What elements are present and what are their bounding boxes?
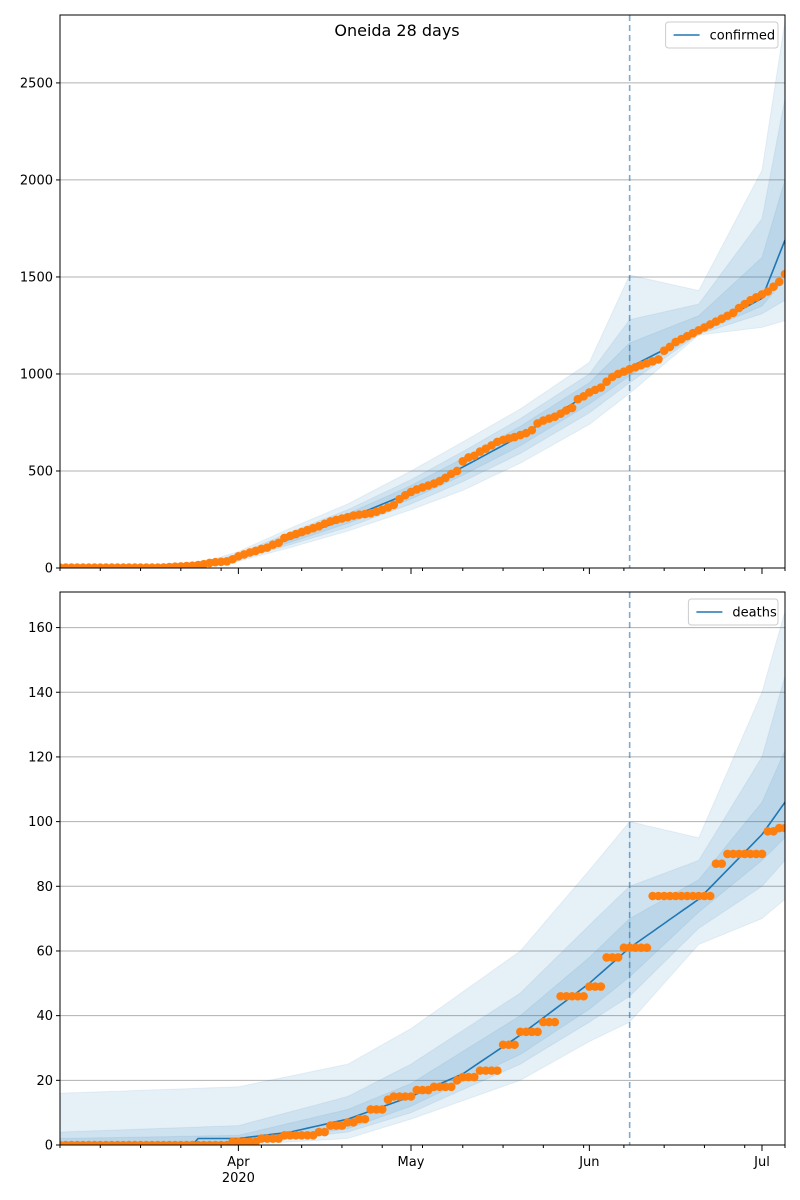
data-point: [550, 1017, 560, 1027]
data-point: [510, 1040, 519, 1050]
data-point: [769, 282, 778, 291]
data-point: [377, 1105, 387, 1114]
data-point: [533, 1027, 542, 1037]
y-tick-label: 40: [36, 1009, 53, 1024]
x-tick-label: Jul: [753, 1155, 770, 1170]
y-tick-label: 500: [28, 464, 53, 479]
legend: deaths: [687, 598, 779, 626]
y-tick-label: 120: [28, 750, 53, 765]
data-point: [389, 500, 399, 510]
data-point: [665, 342, 675, 352]
y-tick-label: 0: [45, 1139, 53, 1154]
y-tick-label: 140: [28, 686, 53, 701]
data-point: [774, 277, 784, 287]
data-point: [642, 943, 652, 953]
x-tick-label: Jun: [578, 1155, 599, 1170]
y-tick-label: 160: [28, 621, 53, 636]
y-tick-label: 60: [36, 944, 53, 959]
data-point: [728, 308, 738, 318]
data-point: [579, 991, 588, 1001]
data-point: [763, 287, 773, 296]
data-point: [602, 377, 611, 387]
data-point: [596, 383, 606, 392]
y-tick-label: 100: [28, 815, 53, 830]
data-point: [360, 1114, 370, 1124]
legend-box: [665, 21, 779, 49]
legend-box: [687, 598, 779, 626]
data-point: [654, 355, 663, 364]
y-tick-label: 2500: [20, 76, 53, 91]
data-point: [527, 425, 537, 435]
data-point: [446, 1082, 456, 1092]
plot-area: [60, 592, 785, 1145]
plot-area: [60, 15, 785, 568]
data-point: [780, 269, 785, 279]
data-point: [717, 859, 727, 868]
data-point: [493, 1066, 502, 1075]
x-tick-label: Apr: [227, 1155, 250, 1170]
uncertainty-band: [60, 20, 785, 568]
y-tick-label: 2000: [20, 173, 53, 188]
data-point: [567, 403, 577, 413]
y-tick-label: 0: [45, 562, 53, 577]
y-tick-label: 20: [36, 1074, 53, 1089]
deaths-panel: 0 20 40 60 80 100 120 140 160 Apr May Jun Jul 2020 dea…: [28, 591, 786, 1186]
data-point: [406, 1092, 416, 1101]
y-tick-label: 80: [36, 880, 53, 895]
confirmed-panel: 0 500 1000 1500 2000 2500 confirmed: [20, 14, 786, 577]
data-point: [613, 953, 623, 962]
data-point: [452, 466, 462, 476]
chart-title: Oneida 28 days: [334, 21, 459, 40]
y-tick-label: 1500: [20, 270, 53, 285]
data-point: [705, 891, 715, 901]
legend-label: confirmed: [710, 29, 776, 44]
data-point: [596, 982, 606, 991]
data-point: [274, 538, 283, 548]
x-tick-year-label: 2020: [222, 1171, 255, 1186]
x-tick-label: May: [398, 1155, 425, 1170]
data-point: [757, 849, 767, 859]
data-point: [469, 1072, 479, 1082]
legend: confirmed: [665, 21, 779, 49]
data-point: [320, 1127, 329, 1137]
y-tick-label: 1000: [20, 367, 53, 382]
legend-label: deaths: [732, 606, 777, 621]
data-point: [780, 823, 785, 833]
